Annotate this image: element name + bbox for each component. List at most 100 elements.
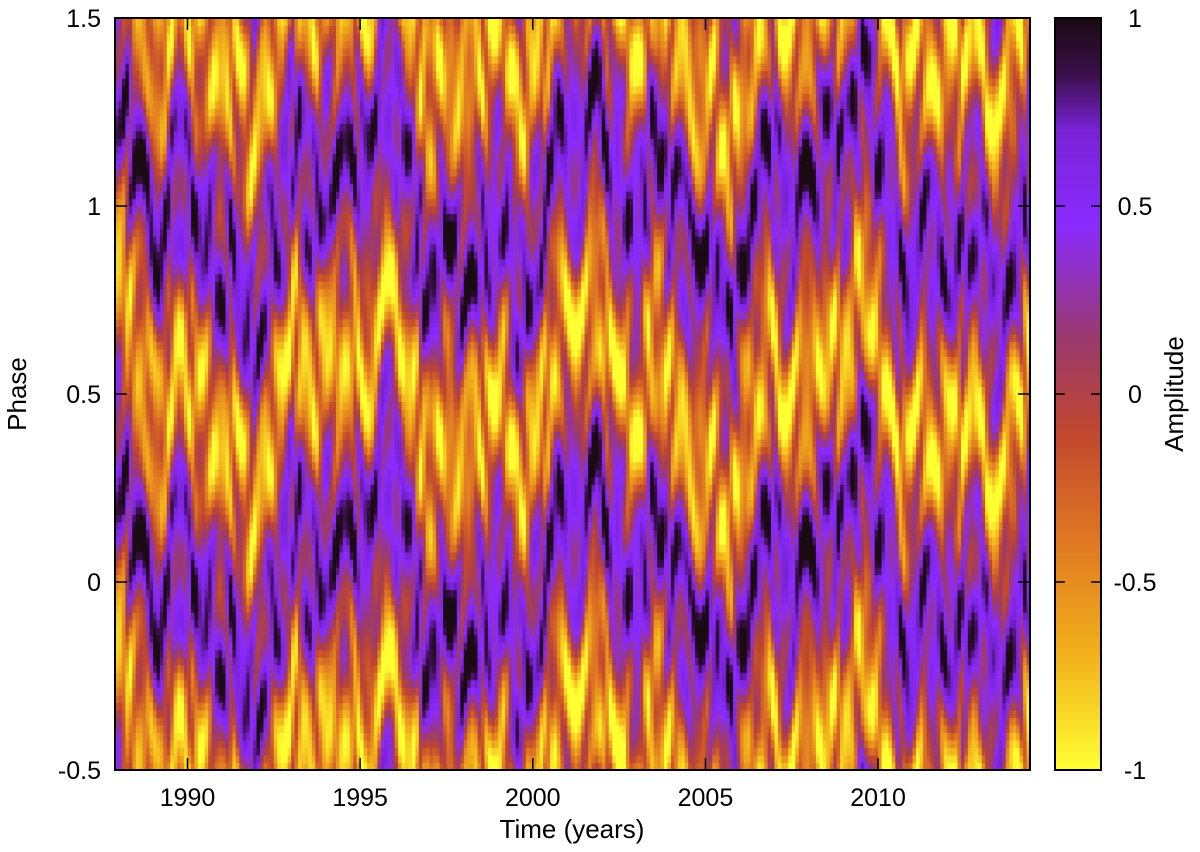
heatmap-cell <box>204 401 209 410</box>
heatmap-cell <box>166 221 171 230</box>
heatmap-cell <box>190 551 196 561</box>
heatmap-cell <box>232 642 237 651</box>
heatmap-cell <box>163 63 168 72</box>
heatmap-cell <box>180 536 185 545</box>
heatmap-cell <box>211 183 216 192</box>
heatmap-cell <box>232 702 237 711</box>
heatmap-cell <box>166 288 171 297</box>
heatmap-cell <box>222 371 227 380</box>
heatmap-cell <box>135 198 140 207</box>
heatmap-cell <box>242 416 247 425</box>
heatmap-cell <box>239 476 244 485</box>
heatmap-cell <box>273 702 278 711</box>
heatmap-cell <box>115 589 120 598</box>
heatmap-cell <box>115 514 120 523</box>
heatmap-cell <box>208 341 213 350</box>
heatmap-cell <box>208 130 213 139</box>
heatmap-cell <box>194 409 199 418</box>
heatmap-cell <box>149 273 154 282</box>
heatmap-cell <box>190 612 196 621</box>
heatmap-cell <box>156 536 161 545</box>
heatmap-cell <box>218 273 223 282</box>
heatmap-cell <box>246 288 251 297</box>
heatmap-cell <box>270 130 275 139</box>
heatmap-cell <box>242 363 247 373</box>
heatmap-cell <box>187 281 192 290</box>
heatmap-cell <box>132 401 137 410</box>
heatmap-cell <box>235 356 240 365</box>
heatmap-cell <box>166 612 171 621</box>
heatmap-cell <box>256 687 261 696</box>
heatmap-cell <box>139 657 144 666</box>
heatmap-cell <box>263 251 268 260</box>
heatmap-cell <box>128 461 133 470</box>
heatmap-cell <box>152 213 158 222</box>
heatmap-cell <box>170 40 175 49</box>
heatmap-cell <box>242 619 247 628</box>
heatmap-cell <box>284 123 289 132</box>
heatmap-cell <box>232 551 237 561</box>
heatmap-cell <box>132 431 137 440</box>
heatmap-cell <box>242 168 247 177</box>
heatmap-cell <box>242 717 247 726</box>
heatmap-cell <box>222 401 227 410</box>
heatmap-cell <box>149 491 154 500</box>
heatmap-cell <box>139 732 144 741</box>
heatmap-cell <box>211 356 216 365</box>
heatmap-cell <box>253 739 258 749</box>
heatmap-cell <box>208 439 213 448</box>
heatmap-cell <box>197 251 202 260</box>
heatmap-cell <box>215 724 220 733</box>
heatmap-cell <box>149 221 154 230</box>
heatmap-cell <box>163 236 168 245</box>
heatmap-cell <box>166 634 171 643</box>
heatmap-cell <box>180 657 185 666</box>
heatmap-cell <box>266 371 271 380</box>
heatmap-cell <box>170 627 175 636</box>
heatmap-cell <box>163 175 168 185</box>
heatmap-cell <box>118 333 123 342</box>
heatmap-cell <box>242 754 247 764</box>
heatmap-cell <box>152 153 158 162</box>
heatmap-cell <box>239 717 244 726</box>
heatmap-cell <box>256 303 261 312</box>
heatmap-cell <box>121 341 126 350</box>
heatmap-cell <box>173 409 178 418</box>
heatmap-cell <box>125 348 130 357</box>
heatmap-cell <box>242 318 247 327</box>
heatmap-cell <box>149 657 154 666</box>
heatmap-cell <box>139 424 144 433</box>
heatmap-cell <box>184 78 189 87</box>
heatmap-cell <box>159 198 164 207</box>
heatmap-cell <box>235 251 240 260</box>
heatmap-cell <box>197 702 202 711</box>
heatmap-cell <box>263 551 268 561</box>
heatmap-cell <box>170 251 175 260</box>
heatmap-cell <box>253 115 258 124</box>
heatmap-cell <box>159 469 164 478</box>
heatmap-cell <box>201 386 206 395</box>
heatmap-cell <box>280 266 285 275</box>
heatmap-cell <box>125 566 130 576</box>
heatmap-cell <box>277 469 282 478</box>
heatmap-cell <box>197 273 202 282</box>
heatmap-cell <box>280 18 285 27</box>
heatmap-cell <box>222 183 227 192</box>
heatmap-cell <box>115 529 120 538</box>
heatmap-cell <box>215 694 220 703</box>
heatmap-cell <box>152 536 158 545</box>
heatmap-cell <box>115 739 120 749</box>
heatmap-cell <box>263 318 268 327</box>
heatmap-cell <box>190 627 196 636</box>
heatmap-cell <box>239 551 244 561</box>
heatmap-cell <box>135 160 140 169</box>
heatmap-cell <box>135 619 140 628</box>
heatmap-cell <box>256 536 261 545</box>
heatmap-cell <box>194 649 199 658</box>
heatmap-cell <box>125 18 130 27</box>
heatmap-cell <box>132 281 137 290</box>
heatmap-cell <box>156 70 161 79</box>
heatmap-cell <box>280 514 285 523</box>
heatmap-cell <box>132 25 137 34</box>
heatmap-cell <box>139 687 144 696</box>
